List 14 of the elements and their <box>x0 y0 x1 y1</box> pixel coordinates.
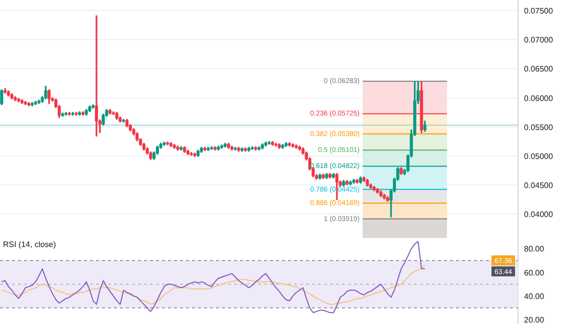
y-tick-label: 0.07000 <box>524 36 554 45</box>
chart-title: RSI (14, close) <box>3 240 56 250</box>
y-tick-label: 40.00 <box>524 292 545 302</box>
y-tick-label: 20.00 <box>524 316 545 324</box>
y-tick-label: 0.05500 <box>524 122 554 132</box>
candlestick <box>94 15 98 136</box>
y-tick-label: 0.04500 <box>524 181 554 190</box>
y-tick-label: 0.06000 <box>524 94 554 103</box>
y-tick-label: 0.05000 <box>524 152 554 161</box>
y-tick-label: 0.06500 <box>524 64 554 74</box>
y-tick-label: 0.07500 <box>524 6 554 16</box>
y-tick-label: 0.04000 <box>524 210 554 220</box>
y-tick-label: 60.00 <box>524 268 545 278</box>
y-tick-label: 80.00 <box>524 244 545 254</box>
